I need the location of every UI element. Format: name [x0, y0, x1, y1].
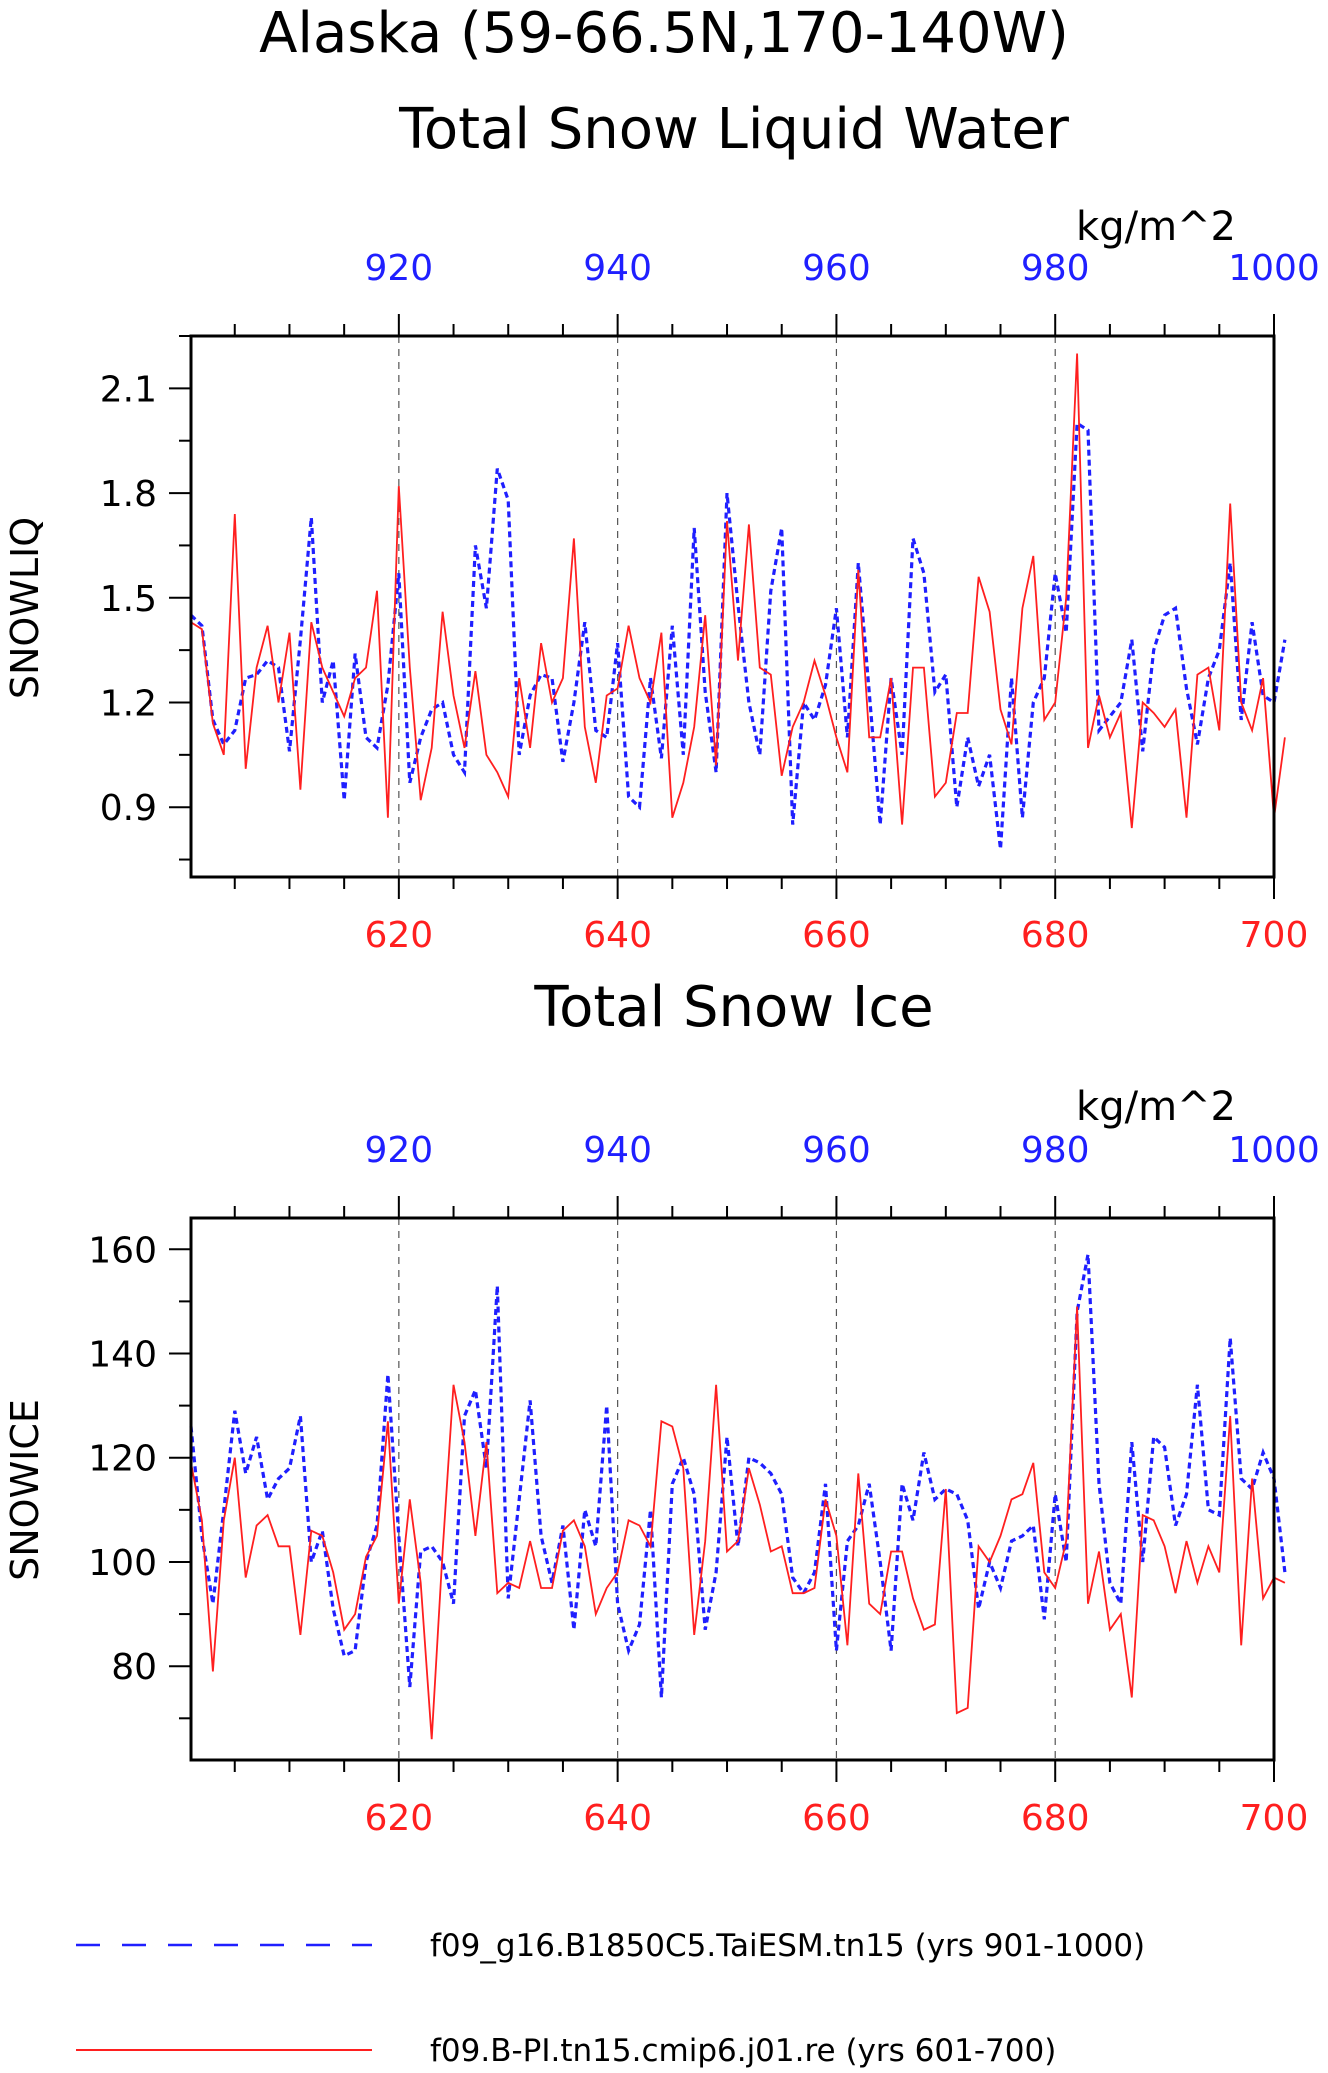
- y-axis-label: SNOWLIQ: [3, 517, 47, 699]
- y-tick-label: 120: [88, 1439, 157, 1480]
- x-tick-label-top: 960: [802, 248, 871, 289]
- y-tick-label: 160: [88, 1230, 157, 1271]
- y-tick-label: 1.2: [100, 683, 157, 724]
- panel-title: Total Snow Liquid Water: [398, 97, 1070, 162]
- legend-entry-blue: f09_g16.B1850C5.TaiESM.tn15 (yrs 901-100…: [76, 1928, 1145, 1964]
- x-tick-label-top: 980: [1021, 1130, 1090, 1171]
- x-tick-label-bottom: 640: [583, 915, 652, 956]
- x-tick-label-top: 980: [1021, 248, 1090, 289]
- x-tick-label-bottom: 700: [1240, 915, 1309, 956]
- series-line-red: [190, 353, 1286, 829]
- x-tick-label-bottom: 680: [1021, 1798, 1090, 1839]
- legend: f09_g16.B1850C5.TaiESM.tn15 (yrs 901-100…: [76, 1928, 1145, 2069]
- x-tick-label-bottom: 660: [802, 1798, 871, 1839]
- panel-snowliq: Total Snow Liquid Water kg/m^2 SNOWLIQ 6…: [3, 97, 1320, 956]
- x-tick-label-top: 940: [583, 1130, 652, 1171]
- legend-label: f09.B-PI.tn15.cmip6.j01.re (yrs 601-700): [430, 2033, 1056, 2069]
- plot-frame: [189, 334, 1276, 879]
- x-tick-label-bottom: 620: [364, 915, 433, 956]
- legend-label: f09_g16.B1850C5.TaiESM.tn15 (yrs 901-100…: [430, 1928, 1145, 1964]
- y-axis-label: SNOWICE: [3, 1399, 47, 1581]
- top-axis-units: kg/m^2: [1076, 204, 1236, 250]
- plot-frame: [189, 1216, 1276, 1762]
- x-tick-label-bottom: 680: [1021, 915, 1090, 956]
- x-tick-label-bottom: 700: [1240, 1798, 1309, 1839]
- figure-title: Alaska (59-66.5N,170-140W): [259, 1, 1069, 66]
- y-tick-label: 2.1: [100, 369, 157, 410]
- y-tick-label: 140: [88, 1335, 157, 1376]
- series-line-blue: [189, 1254, 1287, 1698]
- x-tick-label-bottom: 660: [802, 915, 871, 956]
- series-line-blue: [189, 420, 1287, 850]
- panel-snowice: Total Snow Ice kg/m^2 SNOWICE 620 640 660 6…: [3, 975, 1320, 1839]
- x-tick-label-bottom: 620: [364, 1798, 433, 1839]
- legend-entry-red: f09.B-PI.tn15.cmip6.j01.re (yrs 601-700): [76, 2033, 1056, 2069]
- x-tick-label-top: 920: [364, 1130, 433, 1171]
- y-tick-label: 100: [88, 1543, 157, 1584]
- y-tick-label: 0.9: [100, 788, 157, 829]
- x-tick-label-top: 1000: [1228, 248, 1320, 289]
- x-tick-label-top: 1000: [1228, 1130, 1320, 1171]
- panel-title: Total Snow Ice: [533, 975, 933, 1040]
- x-tick-label-bottom: 640: [583, 1798, 652, 1839]
- y-tick-label: 1.5: [100, 579, 157, 620]
- top-axis-units: kg/m^2: [1076, 1084, 1236, 1130]
- y-tick-label: 80: [111, 1647, 157, 1688]
- x-tick-label-top: 940: [583, 248, 652, 289]
- x-tick-label-top: 920: [364, 248, 433, 289]
- x-tick-label-top: 960: [802, 1130, 871, 1171]
- series-line-red: [190, 1306, 1286, 1740]
- y-tick-label: 1.8: [100, 474, 157, 515]
